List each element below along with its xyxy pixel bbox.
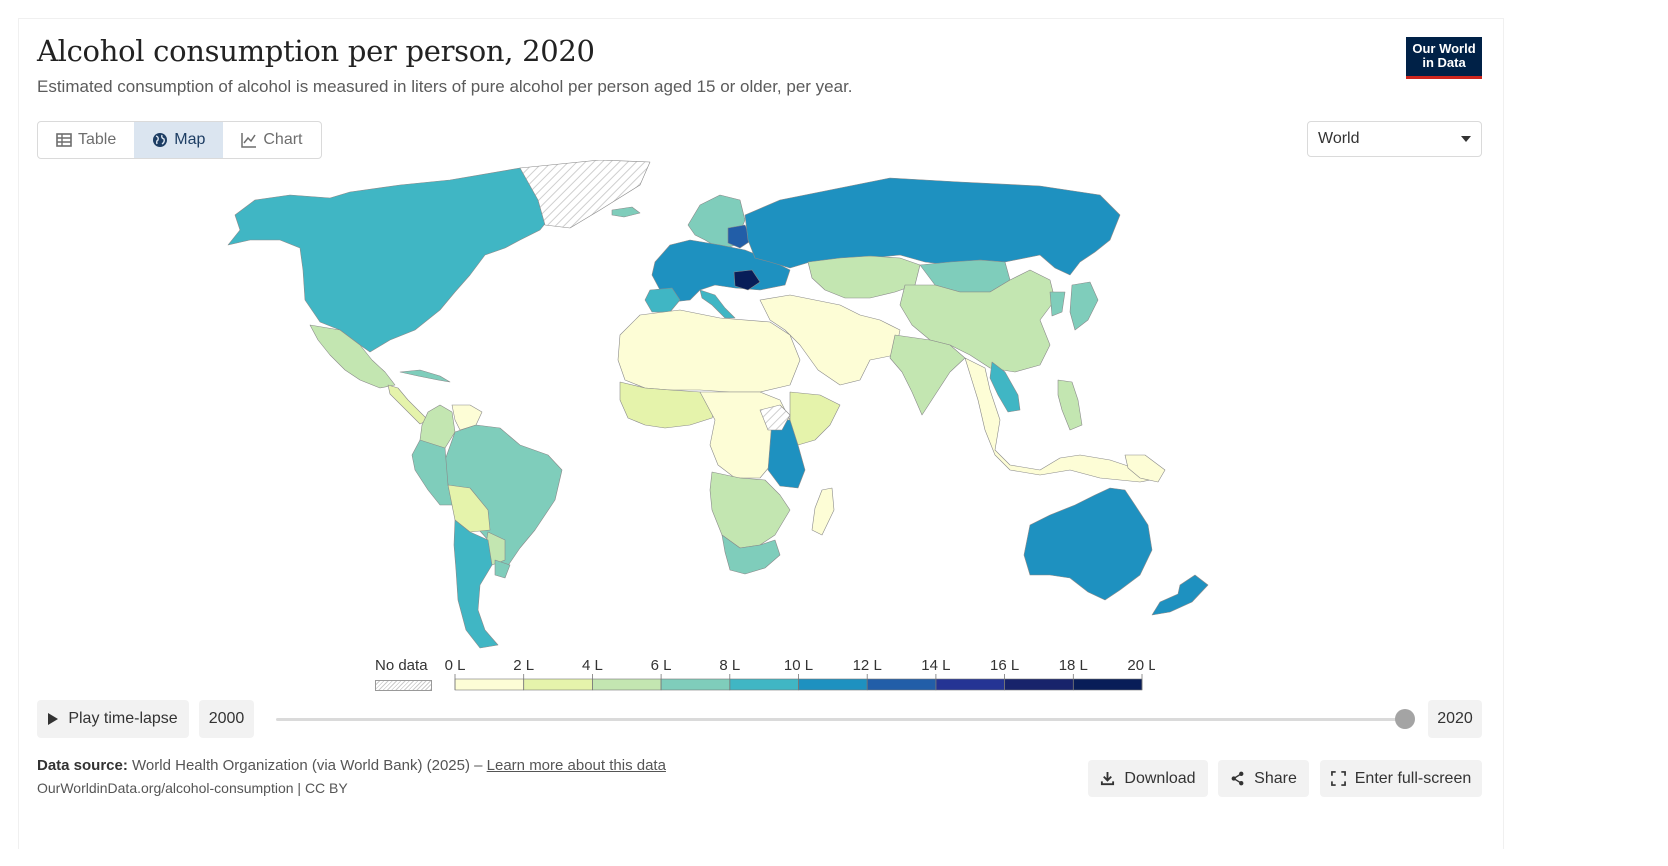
legend-tick-label: 14 L (921, 657, 950, 674)
map-region: Iceland (611, 206, 641, 218)
legend-bin[interactable] (1072, 678, 1143, 691)
data-source: Data source: World Health Organization (… (37, 757, 666, 774)
share-icon (1231, 771, 1244, 786)
map-region: Somalia (759, 404, 791, 431)
share-label: Share (1254, 769, 1297, 787)
timeline-end-year[interactable]: 2020 (1428, 700, 1482, 738)
map-region: Cuba (399, 369, 451, 383)
tab-table[interactable]: Table (38, 122, 134, 158)
map-region: Madagascar (811, 487, 835, 536)
legend-tick-label: 4 L (582, 657, 603, 674)
legend-tick-label: 2 L (513, 657, 534, 674)
legend-tick-label: 20 L (1127, 657, 1155, 674)
legend-tick-label: 16 L (990, 657, 1019, 674)
region-select-value: World (1318, 130, 1360, 147)
logo-line-2: in Data (1422, 55, 1466, 70)
map-region: Mexico (309, 324, 396, 389)
legend-bin[interactable] (798, 678, 868, 691)
map-region: Central America (387, 384, 429, 425)
legend-bin[interactable] (729, 678, 799, 691)
map-region: West Africa (619, 381, 719, 429)
play-timelapse-label: Play time-lapse (68, 710, 178, 727)
fullscreen-label: Enter full-screen (1354, 769, 1472, 787)
map-region: Philippines (1057, 379, 1083, 431)
map-region: East Africa (789, 391, 841, 446)
map-region: Southern Africa (709, 471, 791, 549)
table-icon (56, 133, 72, 147)
legend-bin[interactable] (866, 678, 937, 691)
map-region: Australia (1023, 487, 1153, 601)
view-tabs: Table Map Chart (37, 121, 322, 159)
tab-map[interactable]: Map (134, 122, 224, 158)
map-region: North Africa (617, 309, 801, 393)
tab-chart[interactable]: Chart (223, 122, 320, 158)
map-legend: 0 L 2 L 4 L 6 L 8 L 10 L 12 L 14 L 16 L 18 L 20 L (445, 657, 1155, 691)
map-region: Korea Japan (1049, 281, 1099, 331)
share-button[interactable]: Share (1218, 760, 1309, 797)
map-region: Iberia (644, 287, 681, 313)
map-region: North America (227, 167, 561, 353)
tab-table-label: Table (78, 131, 117, 148)
play-icon (48, 713, 59, 725)
learn-more-link[interactable]: Learn more about this data (486, 757, 666, 774)
chevron-down-icon (1461, 136, 1471, 142)
line-chart-icon (241, 133, 257, 148)
world-map[interactable]: North America Greenland Mexico Central A… (37, 160, 1277, 655)
download-icon (1101, 771, 1115, 786)
map-region: Argentina (453, 519, 499, 649)
legend-no-data-label: No data (375, 657, 428, 674)
map-region: Uruguay (494, 559, 511, 579)
play-timelapse-button[interactable]: Play time-lapse (37, 700, 189, 738)
legend-tick-label: 18 L (1059, 657, 1088, 674)
map-region: Italy (699, 289, 736, 319)
map-region: Vietnam Laos (989, 361, 1021, 413)
legend-bin[interactable] (592, 678, 662, 691)
map-region: Romania (733, 269, 761, 291)
map-region: Baltics (727, 224, 753, 249)
page-title: Alcohol consumption per person, 2020 (37, 34, 595, 68)
subtitle: Estimated consumption of alcohol is meas… (37, 77, 853, 96)
legend-bin[interactable] (1004, 678, 1074, 691)
map-region: Russia (744, 177, 1121, 276)
map-region: Papua New Guinea (1124, 454, 1166, 483)
timeline-handle[interactable] (1395, 709, 1415, 729)
legend-tick-label: 6 L (651, 657, 672, 674)
legend-tick-label: 0 L (445, 657, 466, 674)
chart-frame (18, 18, 1504, 849)
map-region: Bolivia (447, 484, 491, 533)
map-region: South Africa (721, 534, 781, 575)
download-button[interactable]: Download (1088, 760, 1208, 797)
legend-bin[interactable] (660, 678, 731, 691)
chart-url: OurWorldinData.org/alcohol-consumption |… (37, 780, 348, 796)
timeline-start-year[interactable]: 2000 (199, 700, 254, 738)
legend-bin[interactable] (454, 678, 524, 691)
logo-line-1: Our World (1412, 41, 1476, 56)
globe-icon (153, 133, 168, 147)
legend-bin[interactable] (935, 678, 1005, 691)
region-select[interactable]: World (1307, 121, 1482, 157)
legend-tick-label: 8 L (719, 657, 740, 674)
map-region: Tanzania Uganda (767, 419, 806, 489)
map-region: Greenland (519, 160, 651, 229)
expand-icon (1330, 771, 1346, 786)
tab-map-label: Map (174, 131, 206, 148)
tab-chart-label: Chart (263, 131, 303, 148)
map-region: New Zealand (1151, 574, 1209, 616)
source-label: Data source: (37, 757, 128, 774)
map-region: Peru (411, 439, 456, 506)
legend-no-data-swatch[interactable] (375, 680, 432, 691)
timeline-track[interactable] (276, 718, 1406, 721)
legend-tick-label: 10 L (784, 657, 813, 674)
source-text: World Health Organization (via World Ban… (132, 757, 483, 774)
map-region: Middle East (759, 294, 901, 386)
fullscreen-button[interactable]: Enter full-screen (1320, 760, 1482, 797)
download-label: Download (1124, 769, 1196, 787)
legend-tick-label: 12 L (853, 657, 882, 674)
map-region: India (889, 334, 966, 416)
legend-bin[interactable] (523, 678, 593, 691)
owid-logo[interactable]: Our World in Data (1406, 37, 1482, 79)
